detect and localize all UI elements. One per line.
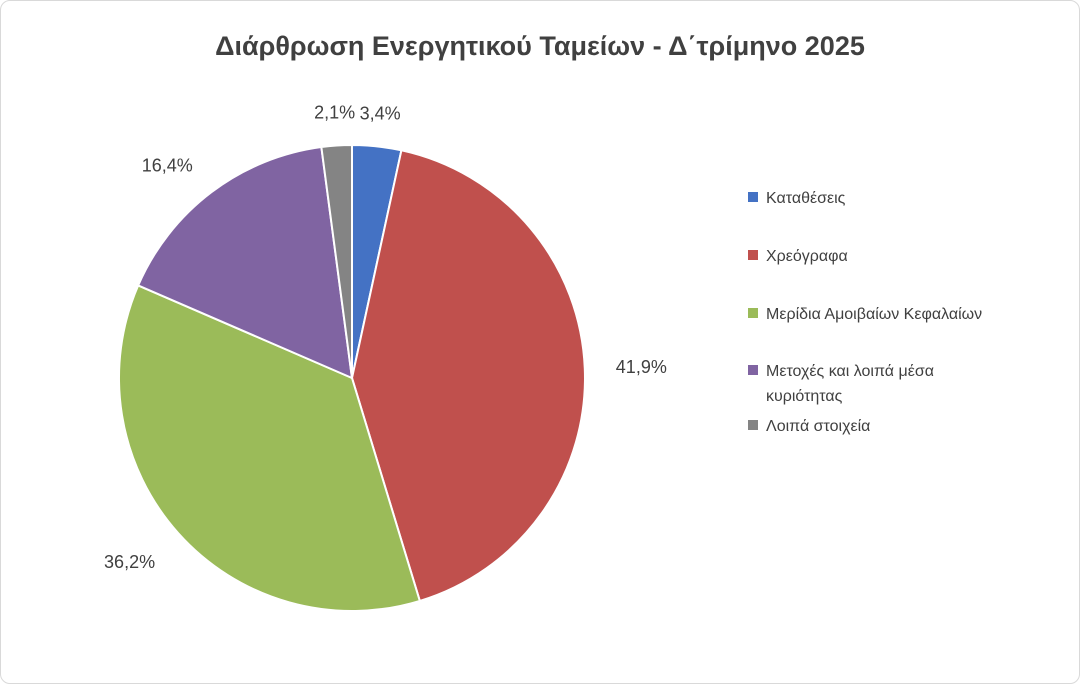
data-label-5: 2,1% (314, 103, 355, 123)
legend-swatch-icon (748, 365, 758, 376)
legend-swatch-icon (748, 192, 758, 202)
pie-slice-3 (118, 284, 421, 612)
data-label-2: 41,9% (616, 357, 667, 377)
legend-item-1: Καταθέσεις (748, 187, 1008, 212)
chart-legend: Καταθέσεις Χρεόγραφα Μερίδια Αμοιβαίων Κεφ… (748, 187, 1008, 473)
legend-label: Λοιπά στοιχεία (766, 417, 871, 435)
legend-item-4: Μετοχές και λοιπά μέσα κυριότητας (748, 360, 1008, 410)
legend-label: Μερίδια Αμοιβαίων Κεφαλαίων (766, 305, 983, 323)
pie-slice-5 (320, 144, 353, 379)
legend-label: Καταθέσεις (766, 190, 846, 207)
legend-label: Μετοχές και λοιπά μέσα κυριότητας (766, 363, 934, 406)
legend-swatch-icon (748, 419, 758, 430)
legend-item-2: Χρεόγραφα (748, 245, 1008, 270)
data-label-3: 36,2% (104, 552, 155, 572)
legend-item-5: Λοιπά στοιχεία (748, 415, 1008, 440)
legend-swatch-icon (748, 307, 758, 318)
data-label-1: 3,4% (360, 104, 401, 124)
pie-slice-2 (351, 149, 586, 602)
pie-slice-4 (137, 146, 353, 379)
legend-label: Χρεόγραφα (766, 247, 848, 265)
chart-title: Διάρθρωση Ενεργητικού Ταμείων - Δ΄τρίμην… (215, 31, 865, 61)
data-label-4: 16,4% (142, 155, 193, 175)
legend-item-3: Μερίδια Αμοιβαίων Κεφαλαίων (748, 303, 1008, 328)
legend-swatch-icon (748, 249, 758, 260)
